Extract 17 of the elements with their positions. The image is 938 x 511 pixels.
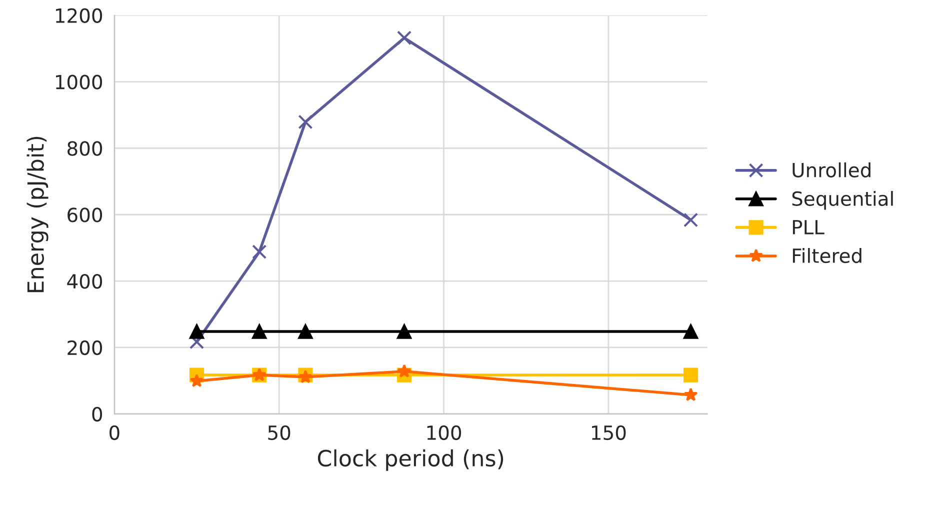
y-axis-title: Energy (pJ/bit) xyxy=(26,136,48,292)
x-tick-label: 50 xyxy=(268,425,290,440)
y-tick-label: 600 xyxy=(68,208,102,222)
legend-label: PLL xyxy=(792,220,824,234)
y-tick-label: 1200 xyxy=(56,8,102,23)
y-tick-label: 1000 xyxy=(56,74,102,90)
y-tick-label: 800 xyxy=(68,141,102,156)
x-tick-label: 0 xyxy=(110,425,120,440)
y-tick-label: 400 xyxy=(67,274,102,289)
legend-label: Unrolled xyxy=(792,162,870,178)
x-tick-label: 100 xyxy=(427,425,462,440)
y-tick-label: 200 xyxy=(68,340,102,356)
y-tick-label: 0 xyxy=(92,406,102,422)
legend-label: Sequential xyxy=(792,190,893,210)
x-tick-label: 150 xyxy=(592,425,626,440)
x-axis-title: Clock period (ns) xyxy=(318,449,504,471)
legend-label: Filtered xyxy=(792,248,862,264)
